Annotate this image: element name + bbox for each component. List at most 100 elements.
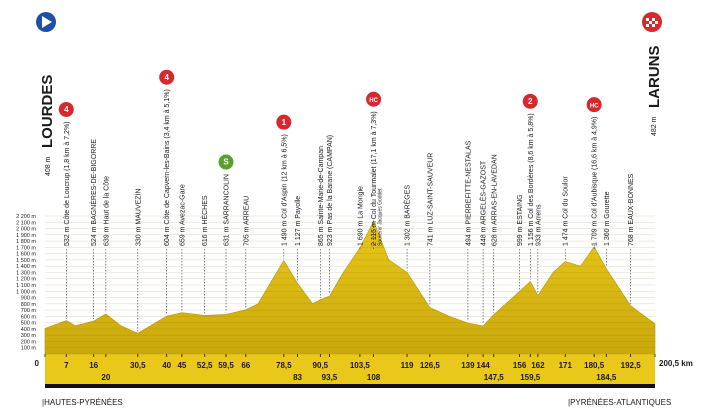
waypoint-label: 631 m SARRANCOLIN [224, 174, 231, 246]
climb-badge [58, 101, 74, 117]
y-tick-label: 300 m [21, 333, 37, 339]
y-tick-label: 400 m [21, 327, 37, 333]
km-band [45, 354, 655, 384]
waypoint-label: 628 m ARRAS-EN-LAVEDAN [491, 154, 498, 246]
climb-category: 4 [164, 73, 169, 82]
y-tick-label: 200 m [21, 339, 37, 345]
x-tick-label: 0 [35, 359, 40, 368]
waypoint-label: 923 m Pas de la Barane (CAMPAN) [327, 135, 334, 246]
climb-badge [586, 97, 602, 113]
waypoint-label: 1 302 m BARÈGES [403, 185, 412, 246]
climb-category: 4 [64, 105, 69, 114]
y-tick-label: 2 100 m [16, 220, 36, 226]
x-tick-label: 30,5 [130, 361, 146, 370]
x-tick-label: 159,5 [520, 373, 541, 382]
y-tick-label: 1 200 m [16, 277, 36, 283]
climb-category: 2 [528, 97, 533, 106]
y-tick-label: 1 300 m [16, 270, 36, 276]
climb-category: HC [590, 103, 599, 109]
waypoint-label: 999 m ESTAING [517, 194, 524, 246]
waypoint-label: 768 m EAUX-BONNES [628, 173, 635, 246]
y-tick-label: 700 m [21, 308, 37, 314]
waypoint-label: 1 360 m Gourette [604, 191, 611, 246]
waypoint-label: 933 m Arrens [535, 204, 542, 246]
waypoint-label: 1 709 m Col d'Aubisque (16,6 km à 4,9%) [592, 117, 599, 246]
waypoint-label: 1 490 m Col d'Aspin (12 km à 6,5%) [281, 134, 288, 246]
start-altitude: 408 m [45, 156, 52, 176]
finish-altitude: 482 m [651, 116, 658, 136]
waypoint-label: 524 m BAGNÈRES-DE-BIGORRE [89, 139, 98, 246]
waypoint-label: 1 127 m Payolle [295, 196, 302, 246]
y-tick-label: 500 m [21, 321, 37, 327]
x-tick-label: 90,5 [313, 361, 329, 370]
waypoint-label: 705 m ARREAU [243, 196, 250, 246]
waypoint-label: 448 m ARGELÈS-GAZOST [479, 160, 488, 246]
x-tick-label: 78,5 [276, 361, 292, 370]
x-tick-label: 126,5 [420, 361, 441, 370]
waypoint-label: 494 m PIERREFITTE-NESTALAS [465, 140, 472, 246]
x-tick-label: 59,5 [218, 361, 234, 370]
x-tick-label: 66 [241, 361, 250, 370]
y-tick-label: 1 500 m [16, 258, 36, 264]
y-tick-label: 100 m [21, 346, 37, 352]
x-tick-label: 180,5 [584, 361, 605, 370]
waypoint-label: 604 m Côte de Capvern-les-Bains (3,4 km … [164, 89, 171, 246]
waypoint-label: 2 115 m Col du Tourmalet (17,1 km à 7,3%… [371, 111, 378, 246]
x-tick-label: 162 [531, 361, 545, 370]
x-tick-label: 184,5 [596, 373, 617, 382]
waypoint-label: 1 690 m La Mongie [357, 186, 364, 246]
climb-badge [159, 69, 175, 85]
y-tick-label: 800 m [21, 302, 37, 308]
x-tick-label: 139 [461, 361, 475, 370]
x-tick-label: 7 [64, 361, 69, 370]
waypoint-label: 330 m MAUVEZIN [135, 188, 142, 246]
start-arrow [42, 16, 52, 28]
y-tick-label: 1 800 m [16, 239, 36, 245]
x-tick-label: 16 [89, 361, 98, 370]
y-tick-label: 1 700 m [16, 245, 36, 251]
waypoint-note: Souvenir Jacques Goddet [378, 188, 384, 246]
x-tick-label: 45 [177, 361, 186, 370]
climb-badge [218, 154, 234, 170]
climb-category: HC [369, 98, 378, 104]
x-tick-label: 103,5 [350, 361, 371, 370]
x-tick-label: 108 [367, 373, 381, 382]
climb-badge [522, 93, 538, 109]
waypoint-label: 659 m Avezac-Gare [179, 184, 186, 246]
x-tick-label: 83 [293, 373, 302, 382]
climb-category: 1 [282, 118, 287, 127]
region-label: |PYRÉNÉES-ATLANTIQUES [568, 398, 671, 407]
climb-category: S [223, 158, 229, 167]
y-tick-label: 900 m [21, 296, 37, 302]
y-tick-label: 1 400 m [16, 264, 36, 270]
y-tick-label: 600 m [21, 314, 37, 320]
x-tick-label: 192,5 [621, 361, 642, 370]
finish-name: LARUNS [646, 46, 663, 109]
region-label: |HAUTES-PYRÉNÉES [42, 398, 123, 407]
waypoint-label: 1 474 m Col du Soulor [563, 176, 570, 246]
y-tick-label: 1 600 m [16, 252, 36, 258]
x-tick-label: 40 [162, 361, 171, 370]
y-tick-label: 1 900 m [16, 233, 36, 239]
waypoint-label: 865 m Sainte-Marie-de-Campan [318, 146, 325, 246]
x-tick-label: 119 [401, 361, 414, 370]
x-tick-label: 93,5 [322, 373, 338, 382]
km-band-edge [45, 384, 655, 388]
x-tick-label: 147,5 [484, 373, 505, 382]
x-tick-label: 144 [476, 361, 490, 370]
waypoint-label: 616 m HÈCHES [200, 195, 209, 246]
finish-flag [646, 18, 658, 27]
x-tick-label: 52,5 [197, 361, 213, 370]
waypoint-label: 741 m LUZ-SAINT-SAUVEUR [427, 153, 434, 246]
x-tick-label: 156 [513, 361, 527, 370]
y-tick-label: 1 100 m [16, 283, 36, 289]
waypoint-label: 639 m Haut de la Côte [103, 176, 110, 246]
y-tick-label: 2 000 m [16, 227, 36, 233]
y-tick-label: 2 200 m [16, 214, 36, 220]
y-tick-label: 1 000 m [16, 289, 36, 295]
x-tick-label: 200,5 km [659, 359, 693, 368]
waypoint-label: 1 156 m Col des Bordères (8,6 km à 5,8%) [528, 113, 535, 246]
x-tick-label: 171 [559, 361, 573, 370]
waypoint-label: 532 m Côte de Loucrup (1,8 km à 7,2%) [64, 121, 71, 246]
